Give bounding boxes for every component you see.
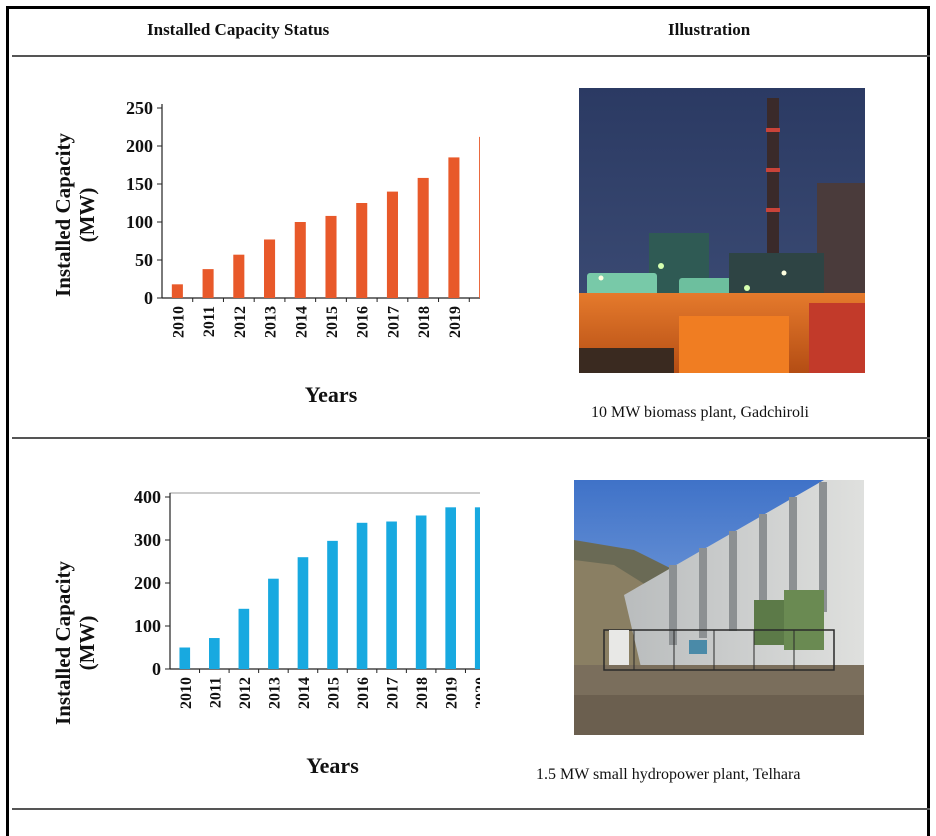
x-tick-label: 2015 bbox=[324, 306, 341, 338]
x-tick-label: 2017 bbox=[385, 306, 402, 338]
bottom-divider bbox=[12, 808, 930, 810]
bar bbox=[238, 608, 250, 669]
x-tick-label: 2012 bbox=[232, 306, 249, 338]
bar bbox=[294, 222, 306, 298]
y-axis-unit: (MW) bbox=[75, 188, 99, 243]
y-axis-unit: (MW) bbox=[75, 616, 99, 671]
x-tick-label: 2013 bbox=[266, 677, 283, 709]
x-tick-label: 2014 bbox=[293, 306, 310, 338]
bar bbox=[202, 269, 214, 298]
bar bbox=[297, 557, 309, 669]
y-tick-label: 200 bbox=[134, 573, 161, 593]
x-tick-label: 2017 bbox=[385, 677, 402, 709]
hydropower-capacity-chart: 0 100 200 300 400 2010 2011 2012 2013 2014 2015 201… bbox=[51, 487, 480, 778]
bar bbox=[356, 203, 368, 298]
hydropower-plant-photo bbox=[574, 480, 864, 735]
bar bbox=[325, 215, 337, 298]
x-tick-label: 2010 bbox=[178, 677, 195, 709]
bar bbox=[233, 254, 245, 298]
y-axis-title: Installed Capacity bbox=[51, 133, 75, 297]
y-axis-title: Installed Capacity bbox=[51, 561, 75, 725]
bar bbox=[171, 284, 183, 298]
y-tick-label: 100 bbox=[134, 616, 161, 636]
header-installed-capacity-status: Installed Capacity Status bbox=[147, 20, 330, 39]
y-tick-label: 100 bbox=[126, 212, 153, 232]
x-tick-label: 2020 bbox=[478, 306, 480, 338]
biomass-plant-photo bbox=[579, 88, 865, 373]
x-tick-label: 2012 bbox=[237, 677, 254, 709]
bar bbox=[356, 522, 368, 669]
x-tick-label: 2018 bbox=[416, 306, 433, 338]
x-tick-label: 2014 bbox=[296, 677, 313, 709]
y-tick-label: 150 bbox=[126, 174, 153, 194]
x-tick-label: 2010 bbox=[170, 306, 187, 338]
x-tick-label: 2013 bbox=[263, 306, 280, 338]
bar bbox=[209, 638, 220, 669]
header-illustration: Illustration bbox=[668, 20, 751, 39]
bar bbox=[264, 239, 276, 298]
biomass-capacity-chart: 0 50 100 150 200 250 2010 2011 2012 2013 2014 2015 2… bbox=[51, 98, 480, 407]
row-divider bbox=[12, 437, 930, 439]
x-tick-label: 2020 bbox=[473, 677, 480, 709]
x-tick-label: 2011 bbox=[207, 677, 224, 708]
bar bbox=[445, 507, 456, 669]
bar bbox=[386, 191, 398, 298]
x-tick-label: 2011 bbox=[201, 306, 218, 337]
y-tick-label: 0 bbox=[144, 288, 153, 308]
figure-frame bbox=[6, 6, 930, 836]
bar bbox=[327, 540, 338, 669]
bar bbox=[474, 507, 480, 669]
bar bbox=[268, 578, 279, 669]
bar bbox=[479, 136, 480, 298]
biomass-plant-caption: 10 MW biomass plant, Gadchiroli bbox=[591, 404, 809, 421]
x-tick-label: 2015 bbox=[326, 677, 343, 709]
x-tick-label: 2019 bbox=[444, 677, 461, 709]
x-axis-title: Years bbox=[306, 753, 359, 778]
bar bbox=[448, 157, 460, 298]
header-divider bbox=[12, 55, 930, 57]
x-tick-label: 2016 bbox=[355, 677, 372, 709]
y-tick-label: 50 bbox=[135, 250, 153, 270]
y-tick-label: 300 bbox=[134, 530, 161, 550]
y-tick-label: 400 bbox=[134, 487, 161, 507]
y-tick-label: 200 bbox=[126, 136, 153, 156]
x-tick-label: 2016 bbox=[355, 306, 372, 338]
bar bbox=[417, 177, 429, 298]
bar bbox=[386, 521, 397, 669]
x-tick-label: 2018 bbox=[414, 677, 431, 709]
y-tick-label: 250 bbox=[126, 98, 153, 118]
bar bbox=[415, 515, 427, 669]
hydropower-plant-caption: 1.5 MW small hydropower plant, Telhara bbox=[536, 766, 801, 783]
x-axis-title: Years bbox=[305, 382, 358, 407]
x-tick-label: 2019 bbox=[447, 306, 464, 338]
bar bbox=[179, 647, 191, 669]
y-tick-label: 0 bbox=[152, 659, 161, 679]
